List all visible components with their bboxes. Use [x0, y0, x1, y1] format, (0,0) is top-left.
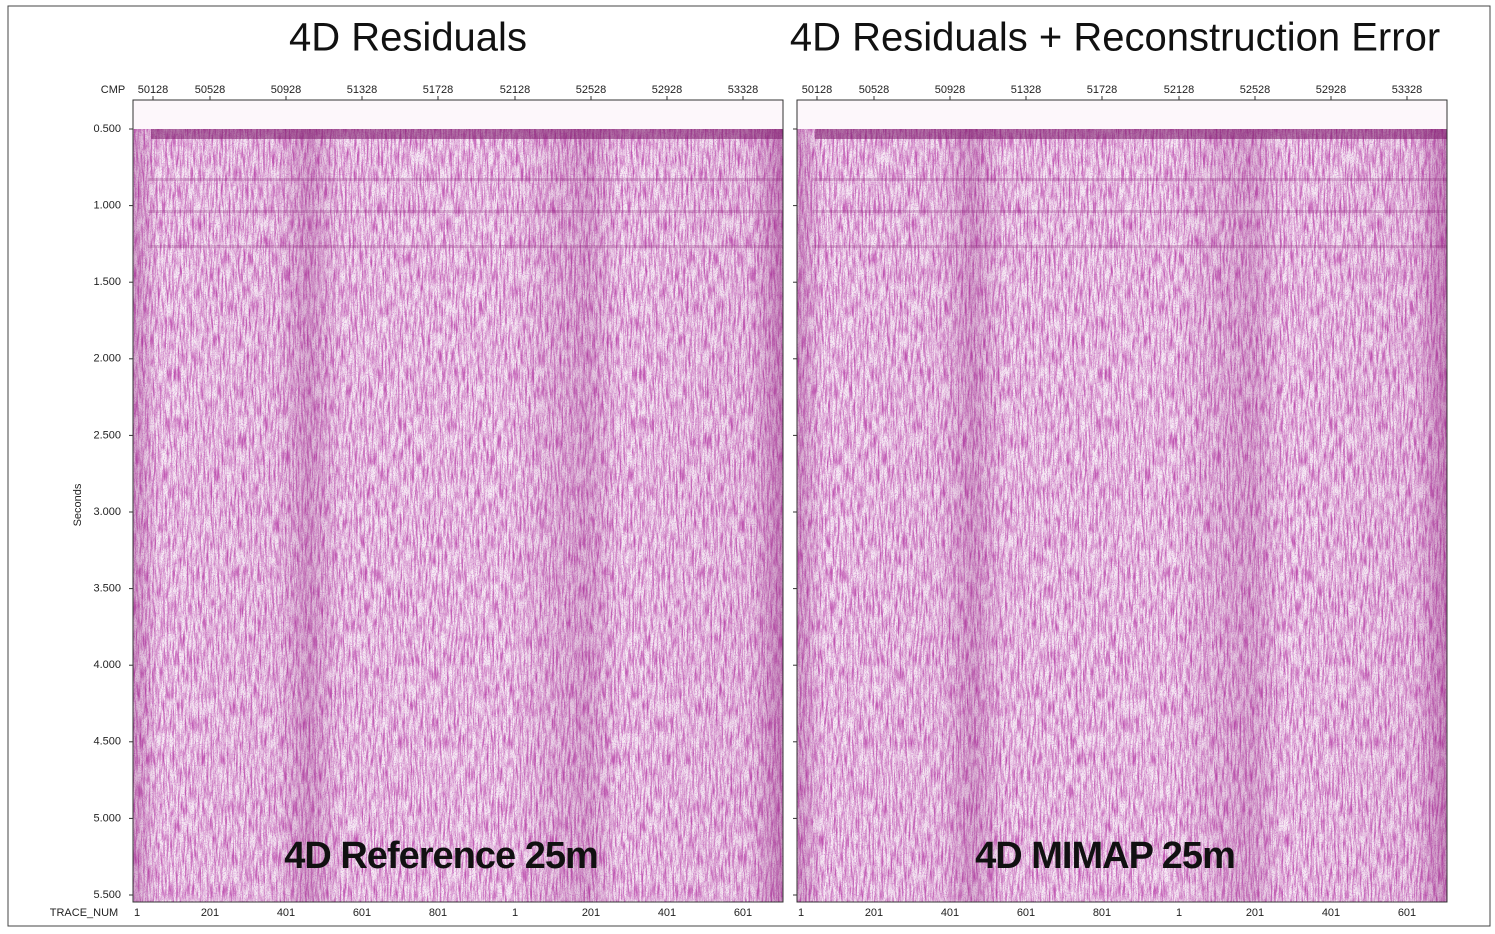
- cmp-label: CMP: [101, 84, 125, 96]
- y-tick-label: 3.000: [93, 506, 121, 518]
- cmp-tick-label: 50128: [138, 84, 169, 96]
- cmp-tick-label: 52528: [1240, 84, 1271, 96]
- cmp-tick-label: 52528: [576, 84, 607, 96]
- reflector: [812, 210, 1447, 213]
- cmp-tick-label: 52928: [652, 84, 683, 96]
- cmp-tick-label: 50928: [935, 84, 966, 96]
- seismic-bands: [797, 129, 1447, 902]
- trace-tick-label: 601: [353, 907, 371, 919]
- reflector: [812, 245, 1447, 248]
- trace-tick-label: 1: [798, 907, 804, 919]
- y-tick-label: 5.000: [93, 812, 121, 824]
- trace-tick-label: 601: [734, 907, 752, 919]
- first-break: [151, 129, 783, 139]
- trace-tick-label: 401: [1322, 907, 1340, 919]
- panel-caption: 4D MIMAP 25m: [975, 835, 1235, 877]
- cmp-tick-label: 51328: [347, 84, 378, 96]
- trace-tick-label: 401: [658, 907, 676, 919]
- y-tick-label: 1.000: [93, 200, 121, 212]
- panel-caption: 4D Reference 25m: [284, 835, 598, 877]
- cmp-tick-label: 50128: [802, 84, 833, 96]
- y-tick-label: 4.500: [93, 736, 121, 748]
- y-tick-label: 2.000: [93, 353, 121, 365]
- y-tick-label: 2.500: [93, 429, 121, 441]
- cmp-tick-label: 50528: [859, 84, 890, 96]
- y-tick-label: 3.500: [93, 583, 121, 595]
- y-tick-label: 4.000: [93, 659, 121, 671]
- cmp-tick-label: 51728: [1087, 84, 1118, 96]
- cmp-tick-label: 50928: [271, 84, 302, 96]
- cmp-tick-label: 51328: [1011, 84, 1042, 96]
- trace-tick-label: 201: [582, 907, 600, 919]
- trace-tick-label: 201: [1246, 907, 1264, 919]
- cmp-tick-label: 53328: [728, 84, 759, 96]
- title: 4D Residuals + Reconstruction Error: [790, 16, 1440, 60]
- first-break: [815, 129, 1447, 139]
- y-axis-label: Seconds: [72, 483, 84, 526]
- reflector: [812, 178, 1447, 181]
- trace-tick-label: 601: [1398, 907, 1416, 919]
- trace-tick-label: 401: [941, 907, 959, 919]
- trace-tick-label: 601: [1017, 907, 1035, 919]
- figure: 4D Residuals 4D Residuals + Reconstructi…: [0, 0, 1495, 929]
- trace-tick-label: 801: [429, 907, 447, 919]
- trace-label: TRACE_NUM: [50, 907, 118, 919]
- seismic-bands: [133, 129, 783, 902]
- cmp-tick-label: 51728: [423, 84, 454, 96]
- cmp-tick-label: 52928: [1316, 84, 1347, 96]
- trace-tick-label: 201: [865, 907, 883, 919]
- trace-tick-label: 1: [134, 907, 140, 919]
- y-tick-label: 5.500: [93, 889, 121, 901]
- reflector: [148, 178, 783, 181]
- trace-tick-label: 201: [201, 907, 219, 919]
- trace-tick-label: 801: [1093, 907, 1111, 919]
- trace-tick-label: 1: [512, 907, 518, 919]
- trace-tick-label: 1: [1176, 907, 1182, 919]
- cmp-tick-label: 52128: [500, 84, 531, 96]
- title: 4D Residuals: [289, 16, 527, 60]
- cmp-tick-label: 50528: [195, 84, 226, 96]
- cmp-tick-label: 53328: [1392, 84, 1423, 96]
- reflector: [148, 210, 783, 213]
- reflector: [148, 245, 783, 248]
- y-tick-label: 0.500: [93, 123, 121, 135]
- y-tick-label: 1.500: [93, 276, 121, 288]
- cmp-tick-label: 52128: [1164, 84, 1195, 96]
- trace-tick-label: 401: [277, 907, 295, 919]
